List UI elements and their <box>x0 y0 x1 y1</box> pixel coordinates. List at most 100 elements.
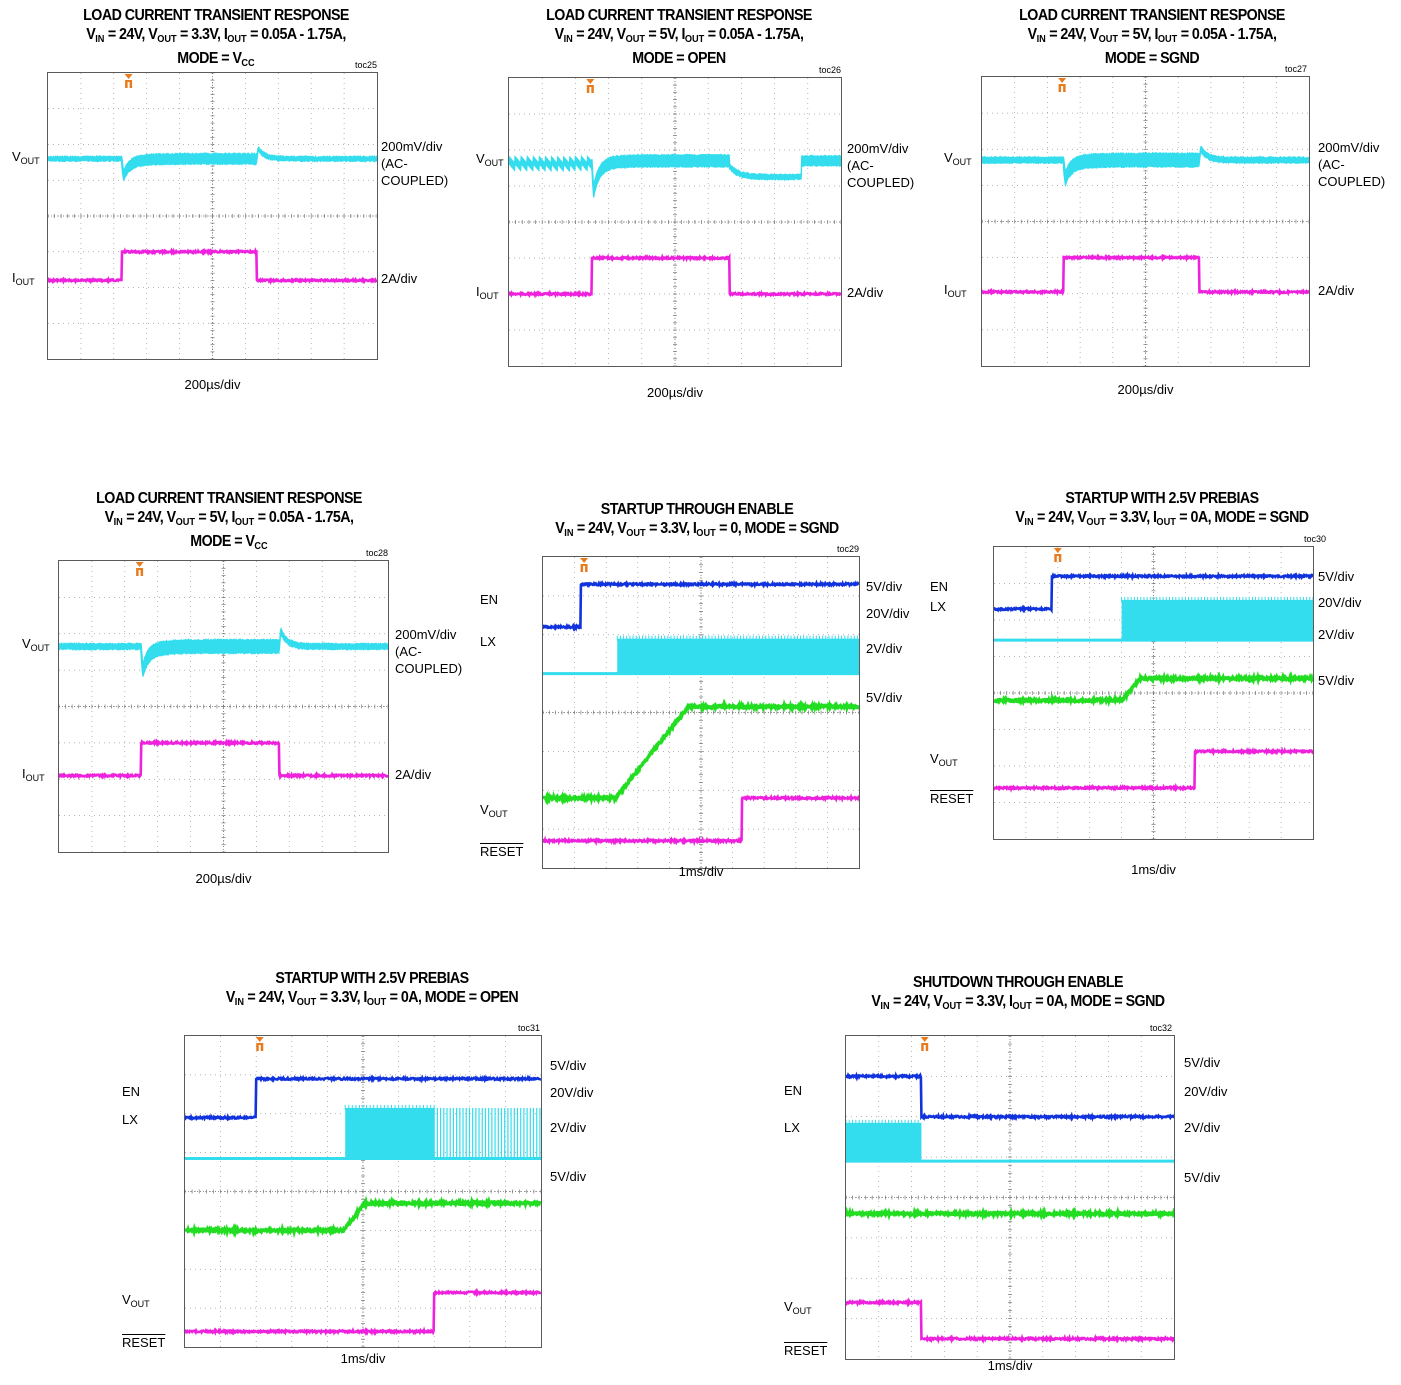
trace-label-i-out: IOUT <box>22 765 45 783</box>
trigger-marker <box>124 74 133 88</box>
scope-plot <box>185 1036 541 1347</box>
trace-label-en: EN <box>480 591 499 607</box>
trace-label-reset: RESET <box>122 1335 166 1351</box>
x-scale-label: 1ms/div <box>340 1351 386 1366</box>
chart-title: LOAD CURRENT TRANSIENT RESPONSE VIN = 24V… <box>0 6 455 73</box>
trace-i-out <box>982 253 1309 297</box>
trace-scale-label: 20V/div <box>1184 1083 1228 1099</box>
trace-label-reset: RESET <box>930 790 974 806</box>
x-scale-label: 200µs/div <box>184 377 241 392</box>
trace-label-reset: RESET <box>784 1342 828 1358</box>
chart-title: LOAD CURRENT TRANSIENT RESPONSE VIN = 24V… <box>0 489 468 556</box>
trace-label-v-out: VOUT <box>480 801 508 819</box>
oscilloscope-screen <box>542 556 860 869</box>
trace-lx <box>846 1119 1174 1163</box>
scope-plot <box>994 547 1313 839</box>
trace-v-out <box>543 698 859 806</box>
trace-i-out <box>59 737 388 781</box>
trigger-marker <box>580 558 589 572</box>
trace-label-reset: RESET <box>480 844 524 860</box>
trace-scale-label: 20V/div <box>550 1085 594 1101</box>
trace-v-out <box>846 1205 1174 1222</box>
chart-title-line: VIN = 24V, VOUT = 3.3V, IOUT = 0A, MODE … <box>871 993 1165 1012</box>
chart-title-line: STARTUP THROUGH ENABLE <box>600 501 794 518</box>
figure-id: toc31 <box>517 1023 540 1033</box>
trace-label-en: EN <box>122 1084 141 1100</box>
scope-plot <box>59 561 388 852</box>
trace-scale-label: 2A/div <box>381 271 418 287</box>
grid <box>846 1036 1174 1359</box>
trace-scale-label: 200mV/div (AC- COUPLED) <box>847 141 915 190</box>
trace-lx <box>185 1104 541 1160</box>
chart-title-line: LOAD CURRENT TRANSIENT RESPONSE <box>96 490 362 507</box>
trace-label-v-out: VOUT <box>12 148 40 166</box>
trace-label-i-out: IOUT <box>12 270 35 288</box>
trace-v-out <box>982 145 1309 187</box>
trace-scale-label: 200mV/div (AC- COUPLED) <box>395 626 463 676</box>
trace-label-v-out: VOUT <box>930 750 958 768</box>
trace-scale-label: 2V/div <box>1318 627 1355 643</box>
chart-title-line: LOAD CURRENT TRANSIENT RESPONSE <box>83 7 349 24</box>
trace-v-out <box>185 1195 541 1239</box>
scope-plot <box>846 1036 1174 1359</box>
figure-id: toc27 <box>1284 64 1307 74</box>
x-scale-label: 200µs/div <box>1117 382 1174 397</box>
trace-scale-label: 5V/div <box>1318 673 1355 689</box>
scope-plot <box>48 73 377 359</box>
trace-reset <box>846 1297 1174 1345</box>
trace-v-out <box>48 146 377 182</box>
trace-i-out <box>48 247 377 286</box>
trace-label-v-out: VOUT <box>784 1298 812 1316</box>
trace-reset <box>543 793 859 847</box>
figure-id: toc32 <box>1149 1023 1172 1033</box>
figure-id: toc26 <box>818 65 841 75</box>
trigger-marker <box>586 79 595 93</box>
trigger-marker <box>920 1037 929 1051</box>
chart-title-line: LOAD CURRENT TRANSIENT RESPONSE <box>1019 7 1285 24</box>
chart-title-line: MODE = VCC <box>190 533 268 552</box>
trace-en <box>543 579 859 632</box>
x-scale-label: 200µs/div <box>647 385 703 400</box>
trace-label-i-out: IOUT <box>476 284 499 301</box>
trace-label-i-out: IOUT <box>944 281 967 299</box>
trace-v-out <box>59 627 388 677</box>
trace-scale-label: 200mV/div (AC- COUPLED) <box>381 139 449 189</box>
oscilloscope-screen <box>184 1035 542 1348</box>
x-scale-label: 1ms/div <box>1131 862 1176 877</box>
trace-label-en: EN <box>784 1082 803 1098</box>
grid <box>982 77 1309 366</box>
scope-plot <box>982 77 1309 366</box>
chart-title: LOAD CURRENT TRANSIENT RESPONSE VIN = 24V… <box>440 6 918 68</box>
chart-title-line: VIN = 24V, VOUT = 3.3V, IOUT = 0A, MODE … <box>1015 509 1309 528</box>
trigger-marker <box>1058 78 1067 92</box>
trigger-marker <box>255 1037 264 1051</box>
chart-title-line: MODE = VCC <box>177 50 255 69</box>
scope-plot <box>509 78 841 366</box>
chart-title: STARTUP THROUGH ENABLE VIN = 24V, VOUT = … <box>458 500 936 543</box>
trace-v-out <box>994 670 1313 708</box>
x-scale-label: 200µs/div <box>195 871 252 886</box>
trace-reset <box>994 746 1313 793</box>
chart-title-line: VIN = 24V, VOUT = 3.3V, IOUT = 0A, MODE … <box>225 989 519 1008</box>
trace-scale-label: 5V/div <box>550 1058 587 1074</box>
chart-title: LOAD CURRENT TRANSIENT RESPONSE VIN = 24V… <box>913 6 1391 68</box>
oscilloscope-screen <box>508 77 842 367</box>
trace-scale-label: 20V/div <box>866 606 910 622</box>
grid <box>994 547 1313 839</box>
trace-v-out <box>509 153 841 198</box>
trace-scale-label: 200mV/div (AC- COUPLED) <box>1318 140 1386 190</box>
figure-id: toc29 <box>836 544 859 554</box>
trigger-marker <box>135 562 144 576</box>
grid <box>185 1036 541 1347</box>
scope-plot <box>543 557 859 868</box>
chart-title-line: STARTUP WITH 2.5V PREBIAS <box>1065 490 1259 507</box>
trace-scale-label: 2A/div <box>1318 282 1355 298</box>
trace-scale-label: 2V/div <box>1184 1119 1221 1135</box>
trace-label-v-out: VOUT <box>476 150 504 168</box>
trace-en <box>846 1071 1174 1123</box>
trace-scale-label: 5V/div <box>866 579 903 595</box>
trace-label-v-out: VOUT <box>944 150 972 168</box>
trace-scale-label: 20V/div <box>1318 594 1362 610</box>
figure-id: toc25 <box>354 60 377 70</box>
grid <box>48 73 377 359</box>
